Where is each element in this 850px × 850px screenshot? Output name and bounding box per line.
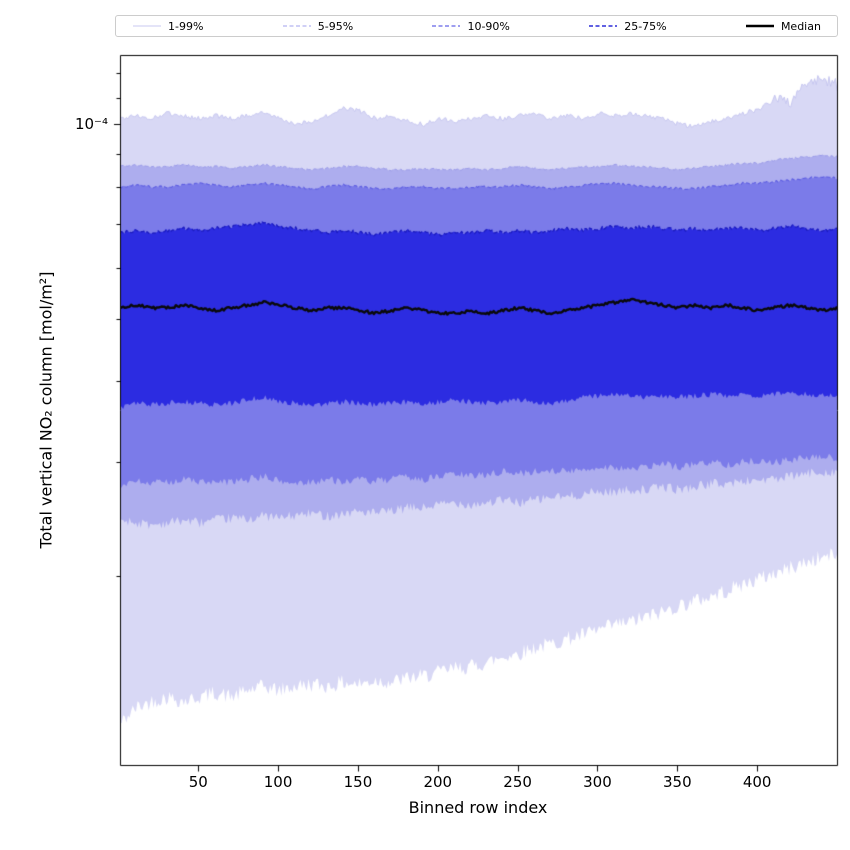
- y-axis-label: Total vertical NO₂ column [mol/m²]: [36, 271, 56, 549]
- legend-label: 1-99%: [168, 19, 204, 33]
- legend-line-swatch: [432, 25, 461, 27]
- legend-item: 1-99%: [132, 21, 203, 32]
- legend-label: 25-75%: [624, 19, 667, 33]
- legend-item: Median: [745, 21, 821, 32]
- legend: 1-99% 5-95% 10-90% 25-75% Median: [115, 15, 838, 37]
- x-tick-label: 300: [583, 773, 612, 791]
- y-tick-label: 10⁻⁴: [74, 115, 108, 134]
- x-tick-label: 100: [263, 773, 293, 791]
- legend-label: Median: [780, 19, 821, 33]
- legend-line-swatch: [745, 24, 774, 28]
- legend-line-swatch: [589, 25, 618, 27]
- legend-item: 5-95%: [282, 21, 353, 32]
- x-tick-label: 350: [662, 773, 692, 791]
- x-tick-label: 200: [423, 773, 453, 791]
- x-tick-label: 250: [503, 773, 532, 791]
- legend-item: 25-75%: [588, 19, 667, 33]
- x-tick-label: 400: [742, 773, 772, 791]
- x-tick-label: 50: [188, 773, 208, 791]
- x-tick-label: 150: [343, 773, 373, 791]
- legend-line-swatch: [282, 25, 311, 27]
- legend-line-swatch: [133, 25, 161, 27]
- legend-label: 10-90%: [467, 19, 510, 33]
- legend-label: 5-95%: [317, 19, 354, 33]
- legend-item: 10-90%: [431, 19, 510, 33]
- x-axis-label: Binned row index: [408, 798, 548, 817]
